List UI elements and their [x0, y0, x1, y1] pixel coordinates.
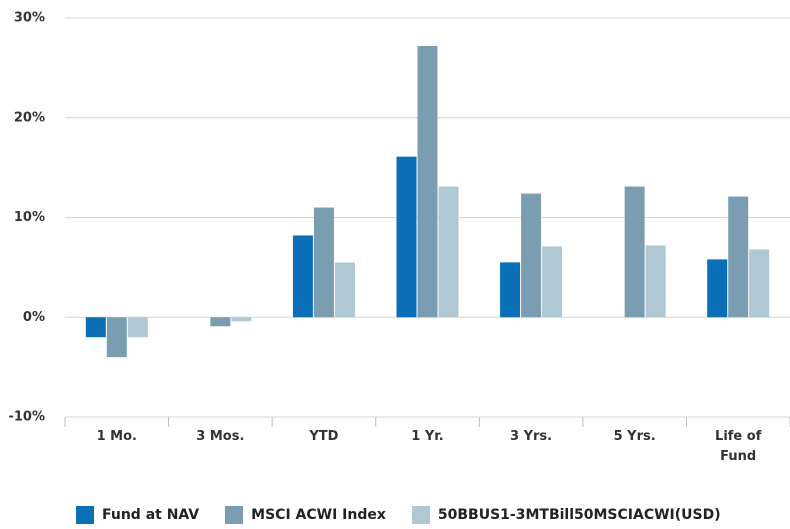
legend-swatch: [76, 506, 94, 524]
y-tick-label: 0%: [23, 310, 45, 325]
bar: [85, 317, 106, 338]
bar: [749, 249, 770, 318]
bar: [500, 262, 521, 318]
bar: [396, 156, 417, 318]
bar: [231, 317, 252, 322]
x-tick-label: 5 Yrs.: [613, 429, 656, 444]
bar: [624, 186, 645, 318]
bar: [645, 245, 666, 318]
legend-item: 50BBUS1-3MTBill50MSCIACWI(USD): [411, 506, 721, 524]
chart: -10% 0% 10% 20% 30%: [8, 11, 790, 427]
y-tick-label: 20%: [14, 110, 45, 125]
legend-label: 50BBUS1-3MTBill50MSCIACWI(USD): [437, 507, 721, 523]
bar: [542, 246, 563, 318]
legend-label: Fund at NAV: [102, 507, 200, 523]
x-tick-label: 1 Yr.: [411, 429, 444, 444]
x-tick-label: YTD: [309, 429, 339, 444]
legend-swatch: [411, 506, 430, 524]
y-tick-label: 10%: [14, 210, 45, 225]
y-tick-label: 30%: [14, 11, 45, 26]
bar: [210, 317, 231, 327]
bar: [438, 186, 459, 318]
x-tick-label: Life of Fund: [715, 429, 762, 464]
bar: [728, 196, 749, 318]
legend-swatch: [225, 506, 244, 524]
bar: [106, 317, 127, 358]
legend-item: Fund at NAV: [76, 506, 199, 524]
legend-label: MSCI ACWI Index: [251, 507, 386, 523]
x-tick-label: 1 Mo.: [96, 429, 137, 444]
legend-item: MSCI ACWI Index: [225, 506, 386, 524]
legend: Fund at NAV MSCI ACWI Index 50BBUS1-3MTBil…: [76, 506, 721, 524]
x-tick-label: 3 Yrs.: [510, 429, 553, 444]
bar: [313, 207, 334, 318]
bar: [127, 317, 148, 338]
bar: [707, 259, 728, 318]
bar: [417, 45, 438, 318]
y-tick-label: -10%: [8, 410, 45, 425]
bar: [521, 193, 542, 318]
bar: [292, 235, 313, 318]
bar: [334, 262, 355, 318]
x-tick-label: 3 Mos.: [196, 429, 245, 444]
